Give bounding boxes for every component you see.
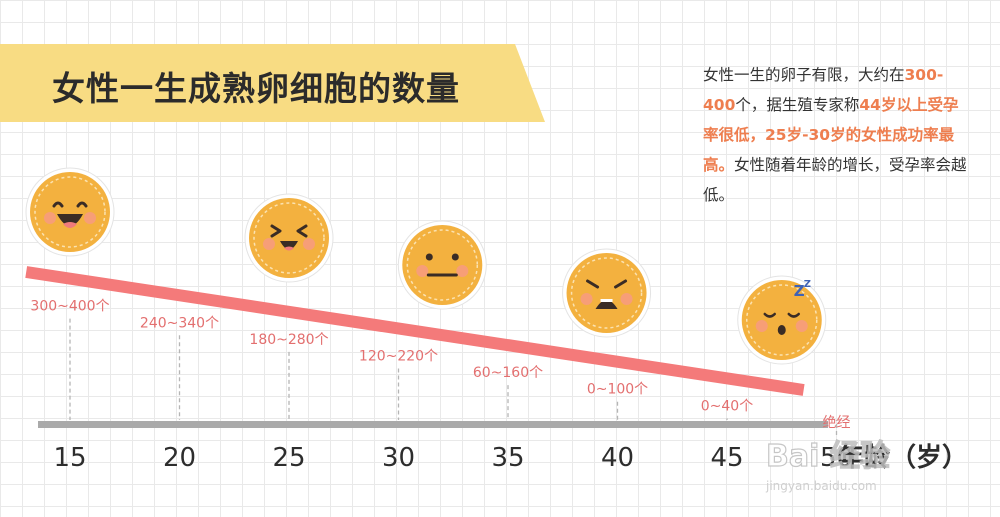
trend-line [25,266,805,396]
tick-label: 25 [272,443,305,473]
emoji-face-happy [244,193,334,283]
description-highlight: 44岁以上受孕率很低，25岁-30岁的女性成功率最高。 [703,96,959,174]
watermark: Bai 经验 jingyan.baidu.com [765,438,890,493]
emoji-face-neutral [397,220,487,310]
value-label: 240~340个 [140,315,219,331]
title-banner [0,44,545,122]
tick-label: 15 [53,443,86,473]
x-axis [38,421,828,428]
emoji-face-sad [562,248,652,338]
tick-label: 50 [820,443,853,473]
x-axis-label: 年龄（岁） [838,442,968,473]
tick-label: 45 [710,443,743,473]
page-title: 女性一生成熟卵细胞的数量 [52,69,460,108]
description-highlight: 300-400 [703,66,944,114]
value-label: 180~280个 [249,332,328,348]
value-label: 120~220个 [359,349,438,365]
value-label: 300~400个 [30,299,109,315]
sleep-z-icon: Z [804,279,811,290]
emoji-face-very-happy [25,167,115,257]
description-segment: 个，据生殖专家称 [735,96,860,114]
description-segment: 女性一生的卵子有限，大约在 [703,66,905,84]
tick-label: 30 [382,443,415,473]
tick-label: 20 [163,443,196,473]
value-labels: 300~400个 240~340个 180~280个 120~220个 60~160个 0… [30,299,850,431]
value-label: 60~160个 [473,365,543,381]
sleep-z-icon: Z [794,282,805,300]
value-label: 0~40个 [701,398,753,414]
x-axis-line [38,421,828,428]
trend-layer [25,266,805,396]
value-label: 0~100个 [587,382,648,398]
tick-label: 35 [491,443,524,473]
watermark-logo: Bai 经验 [766,439,890,474]
watermark-url: jingyan.baidu.com [765,479,877,493]
guide-lines [69,318,838,435]
value-label: 绝经 [823,415,851,431]
tick-label: 40 [601,443,634,473]
description-text: 女性一生的卵子有限，大约在300-400个，据生殖专家称44岁以上受孕率很低，2… [703,60,973,210]
description-segment: 女性随着年龄的增长，受孕率会越低。 [703,156,967,204]
